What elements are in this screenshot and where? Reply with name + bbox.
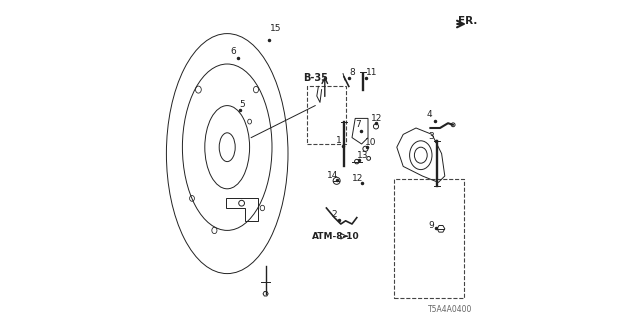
Text: 8: 8 (349, 68, 355, 76)
Text: FR.: FR. (458, 16, 477, 27)
Text: T5A4A0400: T5A4A0400 (428, 305, 472, 314)
Text: 4: 4 (427, 110, 433, 119)
Text: B-35: B-35 (303, 73, 328, 84)
Text: 6: 6 (230, 47, 236, 56)
Text: 14: 14 (327, 171, 339, 180)
Text: 15: 15 (270, 24, 282, 33)
Text: 5: 5 (240, 100, 245, 108)
Text: 12: 12 (371, 114, 382, 123)
Text: 12: 12 (352, 174, 363, 183)
Text: 3: 3 (429, 132, 434, 140)
Text: 9: 9 (429, 221, 434, 230)
Text: ATM-8-10: ATM-8-10 (312, 232, 359, 241)
Text: 13: 13 (357, 151, 369, 160)
Text: 11: 11 (367, 68, 378, 76)
Text: 7: 7 (356, 120, 361, 129)
Text: 1: 1 (336, 136, 341, 145)
Text: 2: 2 (331, 210, 337, 219)
Text: 10: 10 (365, 138, 377, 147)
